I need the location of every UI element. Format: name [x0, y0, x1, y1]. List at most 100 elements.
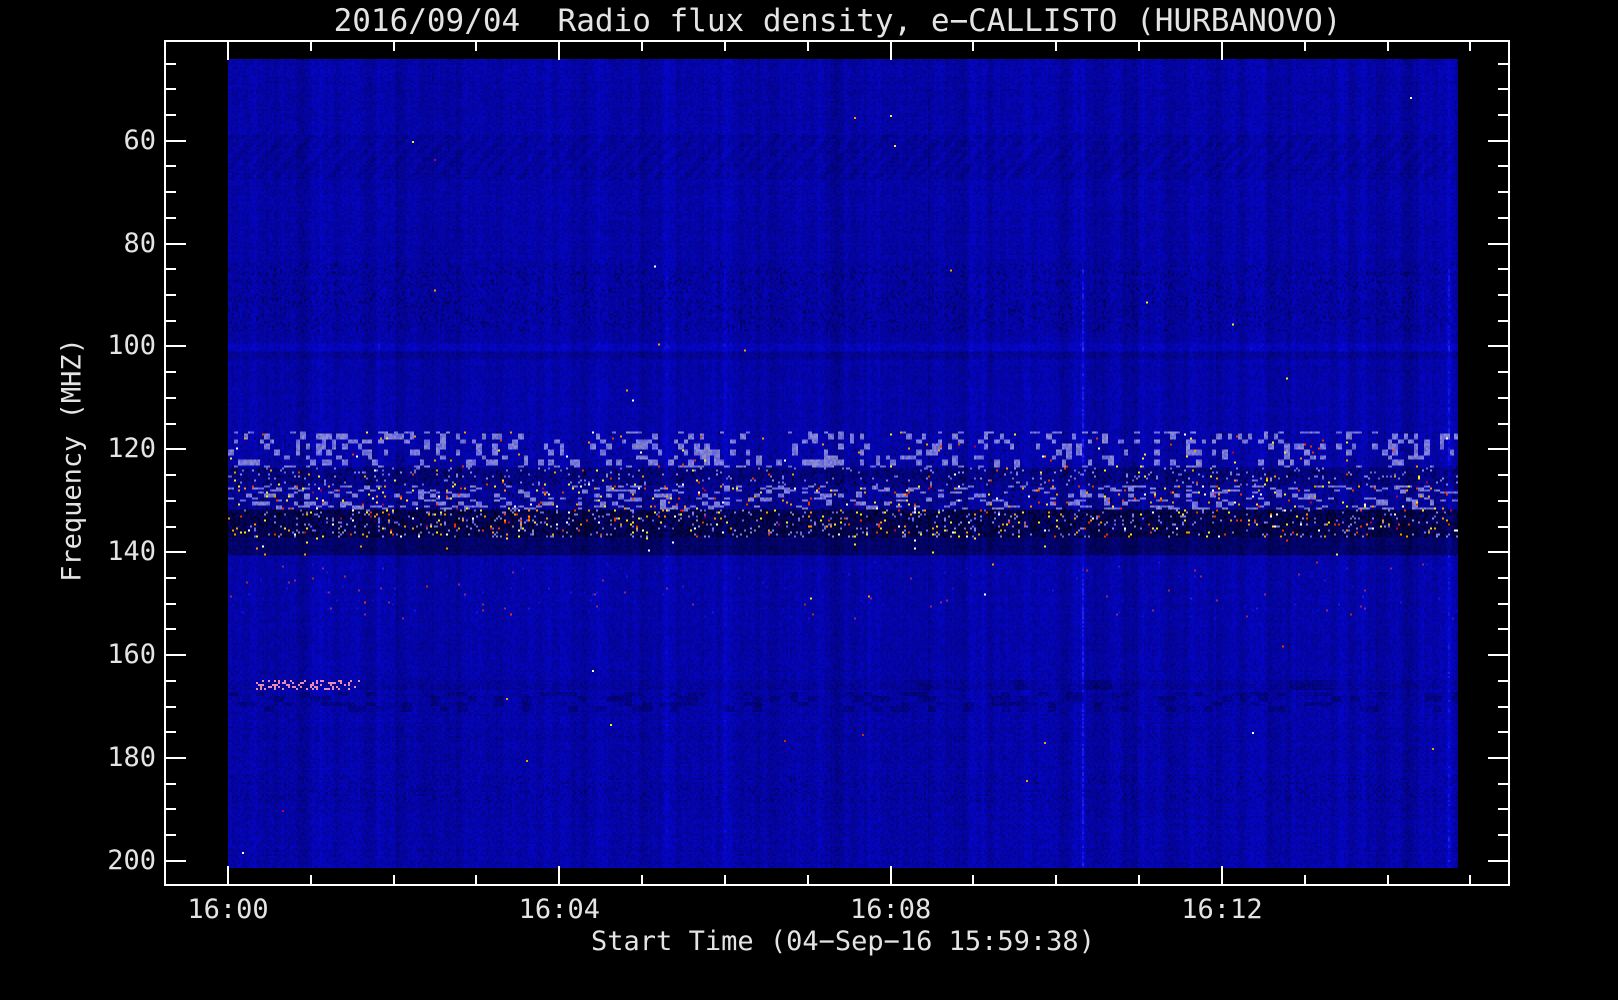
- axis-tick: [166, 576, 176, 579]
- axis-tick: [1498, 268, 1508, 271]
- y-tick-label: 180: [107, 741, 156, 773]
- plot-title: 2016/09/04 Radio flux density, e−CALLIST…: [333, 3, 1342, 39]
- axis-tick: [1498, 191, 1508, 194]
- axis-tick: [166, 448, 186, 451]
- axis-tick: [558, 866, 561, 884]
- axis-tick: [1488, 551, 1508, 554]
- axis-tick: [1488, 139, 1508, 142]
- axis-tick: [1498, 782, 1508, 785]
- axis-tick: [1488, 448, 1508, 451]
- axis-tick: [166, 396, 176, 399]
- axis-tick: [166, 731, 176, 734]
- x-tick-label: 16:08: [849, 894, 932, 925]
- axis-tick: [166, 242, 186, 245]
- axis-tick: [1498, 731, 1508, 734]
- axis-tick: [166, 654, 186, 657]
- axis-tick: [723, 42, 726, 51]
- axis-tick: [972, 42, 975, 51]
- axis-tick: [1303, 42, 1306, 51]
- axis-tick: [1498, 88, 1508, 91]
- axis-tick: [1488, 756, 1508, 759]
- axis-tick: [1498, 834, 1508, 837]
- axis-tick: [1488, 859, 1508, 862]
- axis-tick: [1498, 576, 1508, 579]
- axis-tick: [166, 499, 176, 502]
- axis-tick: [166, 165, 176, 168]
- axis-tick: [1138, 875, 1141, 884]
- axis-tick: [1469, 875, 1472, 884]
- axis-tick: [1303, 875, 1306, 884]
- axis-tick: [166, 808, 176, 811]
- axis-tick: [166, 834, 176, 837]
- axis-tick: [1220, 866, 1223, 884]
- axis-tick: [166, 422, 176, 425]
- axis-tick: [1498, 294, 1508, 297]
- axis-tick: [806, 875, 809, 884]
- axis-tick: [166, 859, 186, 862]
- y-tick-label: 140: [107, 536, 156, 568]
- axis-tick: [1498, 165, 1508, 168]
- axis-tick: [475, 42, 478, 51]
- axis-tick: [392, 875, 395, 884]
- y-axis-label: Frequency (MHZ): [56, 338, 88, 582]
- axis-tick: [166, 294, 176, 297]
- axis-tick: [889, 866, 892, 884]
- axis-tick: [1220, 42, 1223, 60]
- axis-tick: [1488, 242, 1508, 245]
- axis-tick: [1055, 42, 1058, 51]
- axis-tick: [166, 628, 176, 631]
- axis-tick: [1498, 216, 1508, 219]
- axis-tick: [166, 705, 176, 708]
- axis-tick: [392, 42, 395, 51]
- axis-tick: [641, 875, 644, 884]
- axis-tick: [1488, 654, 1508, 657]
- axis-tick: [1498, 602, 1508, 605]
- axis-tick: [166, 551, 186, 554]
- axis-tick: [889, 42, 892, 60]
- axis-tick: [166, 139, 186, 142]
- axis-tick: [1488, 345, 1508, 348]
- axis-tick: [972, 875, 975, 884]
- axis-tick: [1498, 62, 1508, 65]
- y-tick-label: 200: [107, 844, 156, 876]
- axis-tick: [1386, 42, 1389, 51]
- y-tick-label: 160: [107, 639, 156, 671]
- x-tick-label: 16:12: [1181, 894, 1263, 925]
- axis-tick: [166, 756, 186, 759]
- axis-tick: [1498, 396, 1508, 399]
- y-tick-label: 100: [107, 330, 156, 362]
- axis-tick: [309, 875, 312, 884]
- axis-tick: [166, 782, 176, 785]
- x-tick-label: 16:00: [187, 894, 269, 925]
- axis-tick: [166, 679, 176, 682]
- axis-tick: [166, 268, 176, 271]
- axis-tick: [1498, 679, 1508, 682]
- axis-tick: [166, 114, 176, 117]
- axis-tick: [1469, 42, 1472, 51]
- y-tick-label: 60: [123, 124, 156, 156]
- axis-tick: [558, 42, 561, 60]
- axis-tick: [166, 525, 176, 528]
- axis-tick: [309, 42, 312, 51]
- axis-tick: [227, 42, 229, 60]
- axis-tick: [166, 371, 176, 374]
- axis-tick: [1498, 474, 1508, 477]
- axis-tick: [166, 62, 176, 65]
- axis-tick: [227, 866, 229, 884]
- axis-tick: [166, 191, 176, 194]
- axis-tick: [166, 474, 176, 477]
- axis-tick: [166, 216, 176, 219]
- axis-tick: [1498, 319, 1508, 322]
- axis-tick: [641, 42, 644, 51]
- axis-tick: [806, 42, 809, 51]
- axis-tick: [1498, 808, 1508, 811]
- axis-tick: [723, 875, 726, 884]
- axis-tick: [1498, 114, 1508, 117]
- axis-tick: [475, 875, 478, 884]
- x-tick-label: 16:04: [518, 894, 600, 925]
- axis-tick: [166, 345, 186, 348]
- axis-tick: [1498, 628, 1508, 631]
- axis-tick: [1055, 875, 1058, 884]
- axis-tick: [1498, 422, 1508, 425]
